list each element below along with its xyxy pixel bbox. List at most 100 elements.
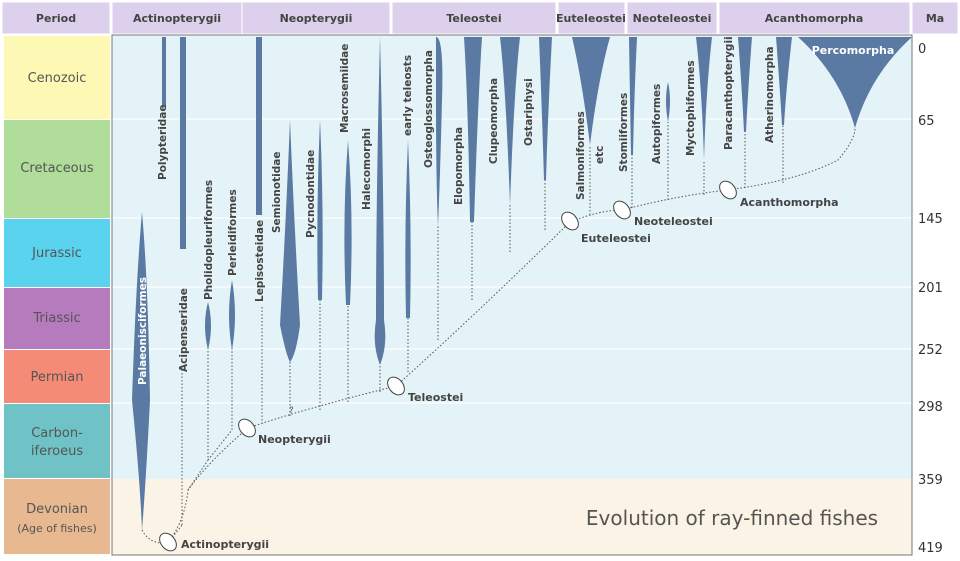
period-cenozoic [4, 36, 110, 119]
spindle-macrosemiidae [344, 140, 352, 305]
ma-tick-145: 145 [918, 212, 943, 227]
ma-tick-65: 65 [918, 114, 935, 129]
taxon-paracanthopterygii: Paracanthopterygii [723, 36, 735, 150]
period-label-permian: Permian [31, 370, 84, 385]
plot-frame [111, 34, 913, 556]
node-euteleostei-marker [561, 211, 579, 231]
clade-header-actinopterygii: Actinopterygii [133, 12, 221, 25]
taxon-elopomorpha: Elopomorpha [453, 127, 465, 205]
clade-header-teleostei: Teleostei [446, 12, 501, 25]
spindle-ostariphysi [539, 37, 552, 180]
spindle-semionotidae [280, 120, 300, 362]
spindle-salmoniformes [572, 37, 610, 145]
taxon-percomorpha: Percomorpha [812, 44, 895, 57]
taxon-polypteridae: Polypteridae [157, 104, 169, 180]
spindle-acipenseridae [180, 37, 186, 249]
taxon-pycnodontidae: Pycnodontidae [305, 150, 317, 238]
node-label-neoteleostei: Neoteleostei [634, 215, 713, 228]
node-label-acanthomorpha: Acanthomorpha [740, 196, 839, 209]
taxon-macrosemiidae: Macrosemiidae [339, 44, 351, 133]
spindle-myctophiformes [696, 37, 712, 160]
spindle-stomiiformes [629, 37, 637, 155]
spindle-atherinomorpha [776, 37, 792, 125]
clade-header-cell [241, 1, 391, 35]
clade-header-neoteleostei: Neoteleostei [633, 12, 712, 25]
spindle-pholidopleuriformes [205, 302, 211, 350]
taxon-clupeomorpha: Clupeomorpha [488, 78, 500, 164]
ma-header: Ma [926, 12, 944, 25]
node-label-actinopterygii: Actinopterygii [181, 538, 269, 551]
spindle-early-teleosts [405, 140, 411, 318]
spindle-lepisosteidae [256, 37, 262, 215]
period-label-triassic: Triassic [32, 311, 80, 326]
taxon-stomiiformes: Stomiiformes [618, 93, 630, 172]
period-jurassic [4, 219, 110, 287]
spindle-perleidiformes [229, 280, 235, 350]
node-label-neopterygii: Neopterygii [258, 433, 331, 446]
period-boundary-lines [112, 118, 912, 404]
node-label-teleostei: Teleostei [408, 391, 463, 404]
ma-tick-359: 359 [918, 473, 943, 488]
period-column: Cenozoic Cretaceous Jurassic Triassic Pe… [4, 36, 110, 554]
question-mark: ? [289, 406, 294, 416]
node-acanthomorpha-marker [719, 180, 737, 200]
taxon-autopiformes: Autopiformes [651, 84, 663, 164]
header-row: Period Actinopterygii Neopterygii Teleos… [1, 1, 959, 35]
clade-header-neopterygii: Neopterygii [280, 12, 353, 25]
taxon-early-teleosts: early teleosts [402, 55, 414, 136]
taxon-ostariphysi: Ostariphysi [523, 78, 535, 146]
period-label-carboniferous-2: iferoeus [31, 444, 83, 459]
period-cretaceous [4, 120, 110, 218]
period-devonian [4, 479, 110, 554]
node-actinopterygii-marker [159, 532, 177, 552]
node-neopterygii-marker [238, 418, 256, 438]
taxon-salmoniformes: Salmoniformes [575, 111, 587, 200]
taxon-pholidopleuriformes: Pholidopleuriformes [203, 180, 215, 300]
taxon-osteoglossomorpha: Osteoglossomorpha [423, 50, 435, 168]
period-label-devonian: Devonian [26, 502, 88, 517]
spindle-pycnodontidae [317, 120, 323, 300]
taxon-labels: Palaeonisciformes Polypteridae Acipenser… [137, 36, 894, 385]
spindle-paracanthopterygii [738, 37, 752, 132]
period-header: Period [36, 12, 76, 25]
period-carboniferous [4, 404, 110, 478]
clade-header-cell [557, 1, 626, 35]
node-markers [159, 180, 737, 552]
period-label-jurassic: Jurassic [31, 246, 82, 261]
taxon-atherinomorpha: Atherinomorpha [764, 46, 776, 143]
taxon-halecomorphi: Halecomorphi [361, 128, 373, 210]
spindle-elopomorpha [464, 37, 482, 222]
ma-tick-201: 201 [918, 281, 943, 296]
period-label-devonian-2: (Age of fishes) [17, 522, 97, 535]
branch-line [207, 345, 233, 461]
clade-header-cell [391, 1, 557, 35]
spindle-osteoglossomorpha [436, 37, 443, 226]
spindle-halecomorphi [374, 37, 386, 365]
ma-tick-0: 0 [918, 42, 926, 57]
spindle-clupeomorpha [500, 37, 520, 205]
node-neoteleostei-marker [613, 200, 631, 220]
period-permian [4, 350, 110, 403]
ma-header-cell [911, 1, 959, 35]
period-label-cenozoic: Cenozoic [28, 71, 87, 86]
period-label-carboniferous: Carbon- [31, 426, 83, 441]
node-label-euteleostei: Euteleostei [581, 232, 651, 245]
taxon-etc: etc [594, 146, 606, 164]
plot-background-devonian [112, 479, 912, 555]
ma-column: 0 65 145 201 252 298 359 419 [918, 42, 943, 556]
period-label-cretaceous: Cretaceous [20, 161, 94, 176]
node-teleostei-marker [387, 376, 405, 396]
spindle-autopiformes [666, 82, 670, 122]
ma-tick-298: 298 [918, 400, 943, 415]
diagram-title: Evolution of ray-finned fishes [586, 506, 878, 530]
taxon-acipenseridae: Acipenseridae [178, 288, 190, 372]
clade-header-acanthomorpha: Acanthomorpha [765, 12, 864, 25]
spindle-palaeonisciformes [132, 212, 150, 530]
backbone-line [141, 127, 856, 544]
phylogeny-lines [141, 122, 856, 544]
period-triassic [4, 288, 110, 349]
taxon-perleidiformes: Perleidiformes [227, 189, 239, 276]
taxon-lepisosteidae: Lepisosteidae [254, 220, 266, 302]
